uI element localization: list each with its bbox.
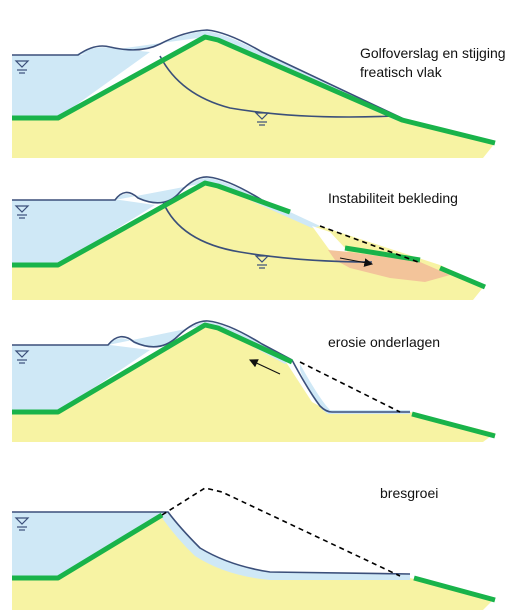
caption-line: erosie onderlagen [328,334,440,350]
caption-line: bresgroei [380,485,438,501]
outer-water [12,345,150,412]
dike-body [12,515,495,610]
panel-3-caption: erosie onderlagen [328,334,440,350]
phreatic-level-symbol [254,112,270,126]
original-profile-dashed [161,487,401,577]
original-profile-dashed [299,361,401,413]
revetment [12,180,291,268]
panel-1-caption: Golfoverslag en stijging freatisch vlak [360,45,509,80]
water-level-symbol [14,350,30,364]
revetment [12,322,294,415]
panel-4-caption: bresgroei [380,485,438,501]
water-level-symbol [14,205,30,219]
panel-breach-growth: bresgroei [12,485,496,610]
outer-water [12,200,155,265]
overtopping-water-layer [115,178,320,228]
revetment [12,512,164,581]
sliding-mass [328,250,450,282]
revetment-toe [413,575,496,603]
phreatic-line [162,201,373,263]
panel-2-caption: Instabiliteit bekleding [328,190,458,206]
outer-water [12,48,150,118]
caption-line: freatisch vlak [360,64,443,80]
revetment [12,34,496,146]
erosion-arrow [249,359,281,375]
caption-line: Instabiliteit bekleding [328,190,458,206]
dike-body [12,35,495,158]
phreatic-line [159,55,396,118]
breach-flow-water [160,512,410,580]
phreatic-level-symbol [254,255,270,269]
water-level-symbol [14,517,30,531]
revetment-toe [411,411,496,439]
water-surface-line [12,320,293,361]
caption-line: Golfoverslag en stijging [360,45,506,61]
outer-water [12,512,162,578]
movement-arrow [339,257,374,267]
revetment-toe [439,265,486,290]
panel-subsoil-erosion: erosie onderlagen [12,320,496,442]
water-surface-line [12,511,411,575]
panel-overtopping: Golfoverslag en stijging freatisch vlak [12,29,509,158]
erosion-water-line [291,359,410,413]
water-level-symbol [14,60,30,74]
water-surface-line [12,29,409,122]
water-surface-line [12,176,291,213]
panel-revetment-instability: Instabiliteit bekleding [12,176,486,300]
